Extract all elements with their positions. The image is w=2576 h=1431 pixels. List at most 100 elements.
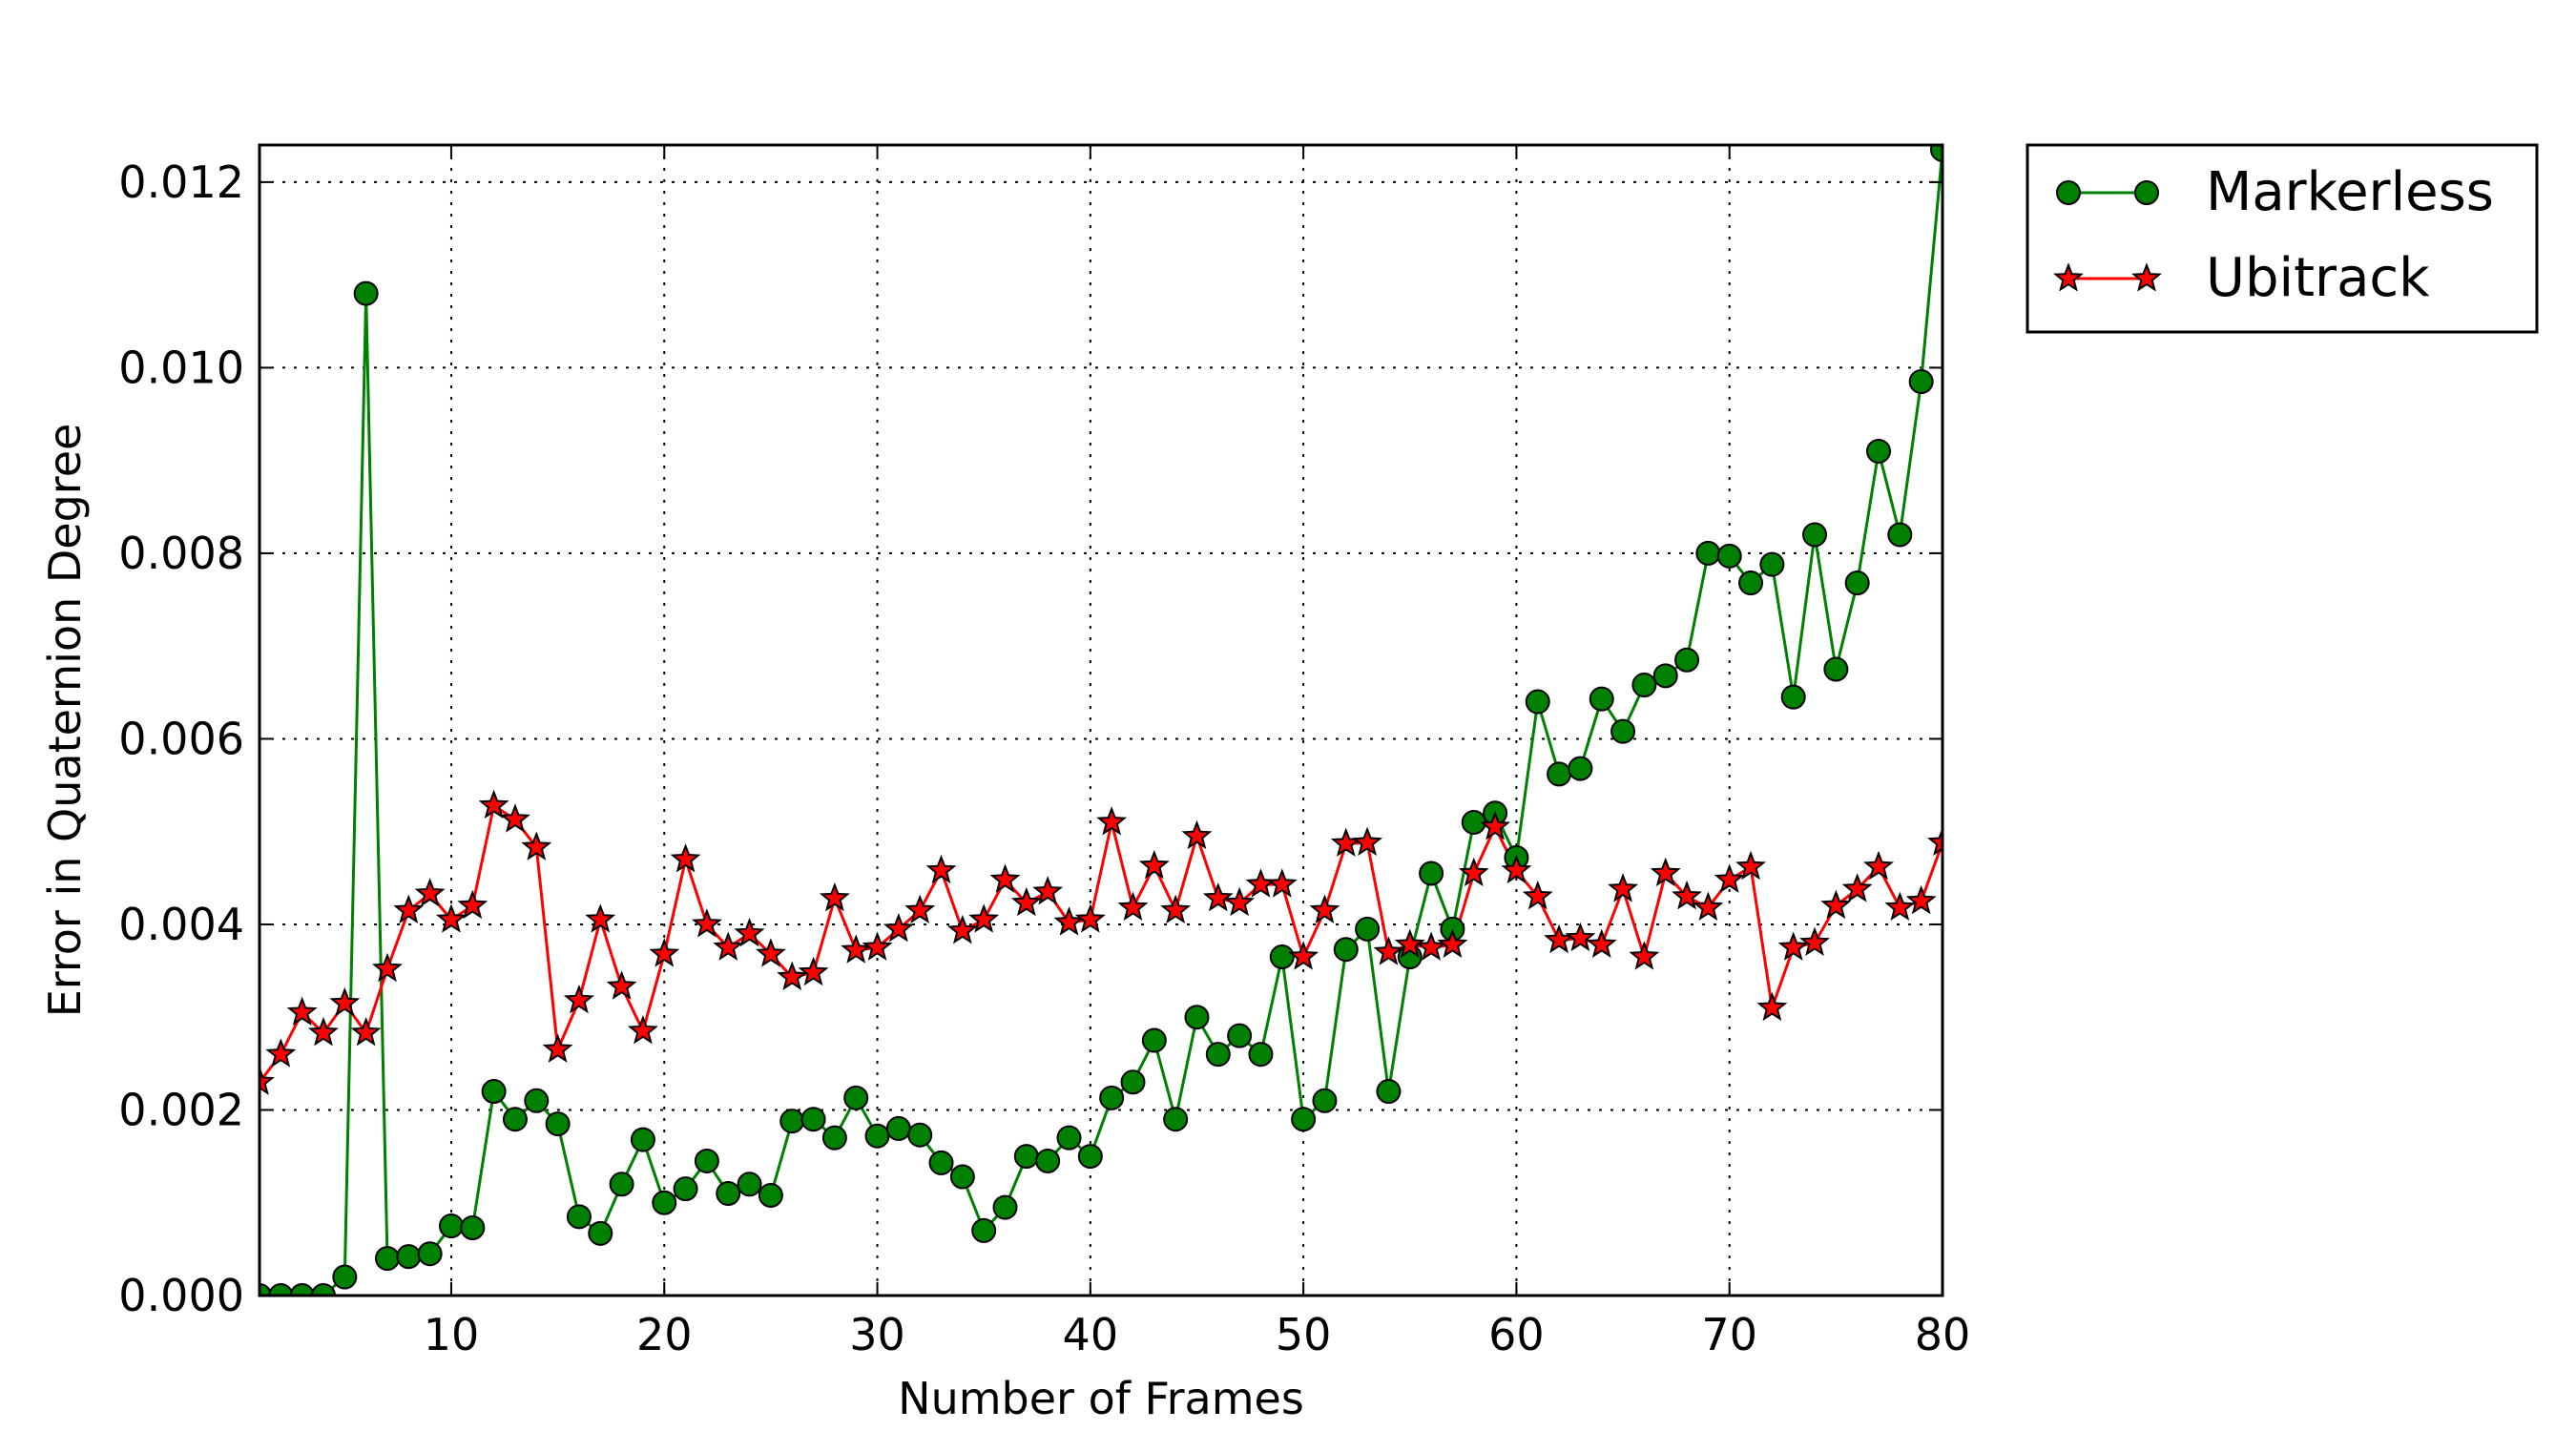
ubitrack-point <box>968 903 1000 933</box>
ubitrack-point <box>1905 884 1937 915</box>
series-markers <box>260 145 1942 1296</box>
ubitrack-point <box>1608 873 1639 902</box>
markerless-point <box>438 1213 464 1239</box>
markerless-point <box>1589 686 1614 712</box>
ubitrack-point <box>841 934 872 964</box>
markerless-point <box>1887 522 1913 548</box>
markerless-point <box>1120 1069 1146 1095</box>
markerless-point <box>1184 1005 1210 1030</box>
markerless-point <box>800 1107 826 1132</box>
markerless-point <box>1013 1144 1039 1170</box>
ubitrack-point <box>713 931 744 961</box>
ubitrack-point <box>819 881 850 912</box>
ubitrack-point <box>372 952 403 983</box>
ubitrack-point <box>585 903 616 933</box>
markerless-point <box>673 1176 698 1202</box>
legend-marker-ubitrack <box>2053 262 2084 292</box>
markerless-point <box>1419 861 1444 886</box>
legend-label-ubitrack: Ubitrack <box>2206 247 2430 309</box>
x-tick-label: 20 <box>636 1309 693 1360</box>
markerless-point <box>1269 944 1295 970</box>
markerless-point <box>1823 656 1849 682</box>
ubitrack-point <box>946 915 978 944</box>
ubitrack-point <box>499 803 530 833</box>
ubitrack-point <box>862 931 893 961</box>
ubitrack-point <box>329 986 361 1017</box>
markerless-point <box>396 1244 422 1270</box>
x-tick-label: 40 <box>1063 1309 1119 1360</box>
ubitrack-point <box>1437 928 1468 958</box>
ubitrack-point <box>1138 849 1170 880</box>
legend-entries: Markerless Ubitrack <box>2053 161 2494 309</box>
markerless-point <box>332 1264 358 1290</box>
markerless-point <box>460 1215 486 1241</box>
ubitrack-point <box>286 996 318 1026</box>
ubitrack-point <box>1799 926 1830 957</box>
ubitrack-point <box>1714 863 1745 893</box>
markerless-point <box>630 1127 655 1152</box>
markerless-point <box>268 1283 294 1296</box>
ubitrack-point <box>1288 941 1319 970</box>
y-tick-label: 0.004 <box>118 899 244 950</box>
legend: Markerless Ubitrack <box>2025 143 2539 334</box>
x-tick-label: 80 <box>1915 1309 1971 1360</box>
markerless-point <box>481 1079 507 1105</box>
markerless-point <box>417 1241 443 1267</box>
ubitrack-point <box>1266 868 1298 898</box>
y-tick-label: 0.008 <box>118 528 244 579</box>
markerless-point <box>821 1125 847 1151</box>
markerless-point <box>971 1217 997 1243</box>
markerless-point <box>1035 1148 1061 1173</box>
markerless-point <box>1077 1144 1103 1170</box>
ubitrack-point <box>1309 894 1340 923</box>
ubitrack-point <box>1480 811 1511 840</box>
ubitrack-point <box>457 889 488 920</box>
y-tick-label: 0.010 <box>118 342 244 393</box>
x-tick-label: 70 <box>1701 1309 1757 1360</box>
ubitrack-point <box>1032 876 1064 905</box>
ubitrack-point <box>1224 886 1256 917</box>
markerless-point <box>1866 438 1892 464</box>
legend-box <box>2025 143 2539 334</box>
legend-entry-ubitrack: Ubitrack <box>2053 247 2430 309</box>
markerless-point <box>652 1190 677 1215</box>
legend-label-markerless: Markerless <box>2206 161 2494 223</box>
markerless-point <box>885 1115 911 1141</box>
ubitrack-point <box>563 984 594 1014</box>
ubitrack-point <box>606 970 637 1000</box>
ubitrack-point <box>1501 854 1532 884</box>
markerless-point <box>1610 718 1636 744</box>
ubitrack-point <box>798 956 829 986</box>
ubitrack-point <box>883 913 914 943</box>
ubitrack-point <box>1863 850 1894 881</box>
ubitrack-point <box>1927 826 1942 856</box>
ubitrack-point <box>1629 941 1660 970</box>
ubitrack-point <box>670 843 701 873</box>
ubitrack-point <box>1352 826 1383 856</box>
ubitrack-point <box>627 1015 658 1045</box>
legend-entry-markerless: Markerless <box>2056 161 2494 223</box>
y-axis-label: Error in Quaternion Degree <box>39 424 91 1018</box>
ubitrack-point <box>260 1066 275 1095</box>
ubitrack-point <box>1693 891 1724 922</box>
ubitrack-point <box>1416 931 1447 961</box>
markerless-point <box>1759 551 1785 577</box>
markerless-point <box>374 1246 400 1272</box>
markerless-point <box>716 1181 741 1207</box>
ubitrack-point <box>1841 873 1873 902</box>
x-axis-label: Number of Frames <box>898 1373 1304 1424</box>
markerless-point <box>949 1164 975 1190</box>
ubitrack-point <box>1160 894 1192 923</box>
markerless-point <box>779 1109 805 1134</box>
markerless-point <box>1312 1088 1338 1113</box>
markerless-point <box>1227 1023 1253 1048</box>
markerless-point <box>737 1172 762 1197</box>
y-tick-label: 0.002 <box>118 1084 244 1135</box>
markerless-point <box>907 1122 933 1148</box>
markerless-point <box>1844 570 1870 596</box>
y-tick-label: 0.000 <box>118 1270 244 1321</box>
markerless-point <box>1631 673 1657 698</box>
ubitrack-point <box>542 1033 573 1063</box>
ubitrack-point <box>777 961 808 990</box>
